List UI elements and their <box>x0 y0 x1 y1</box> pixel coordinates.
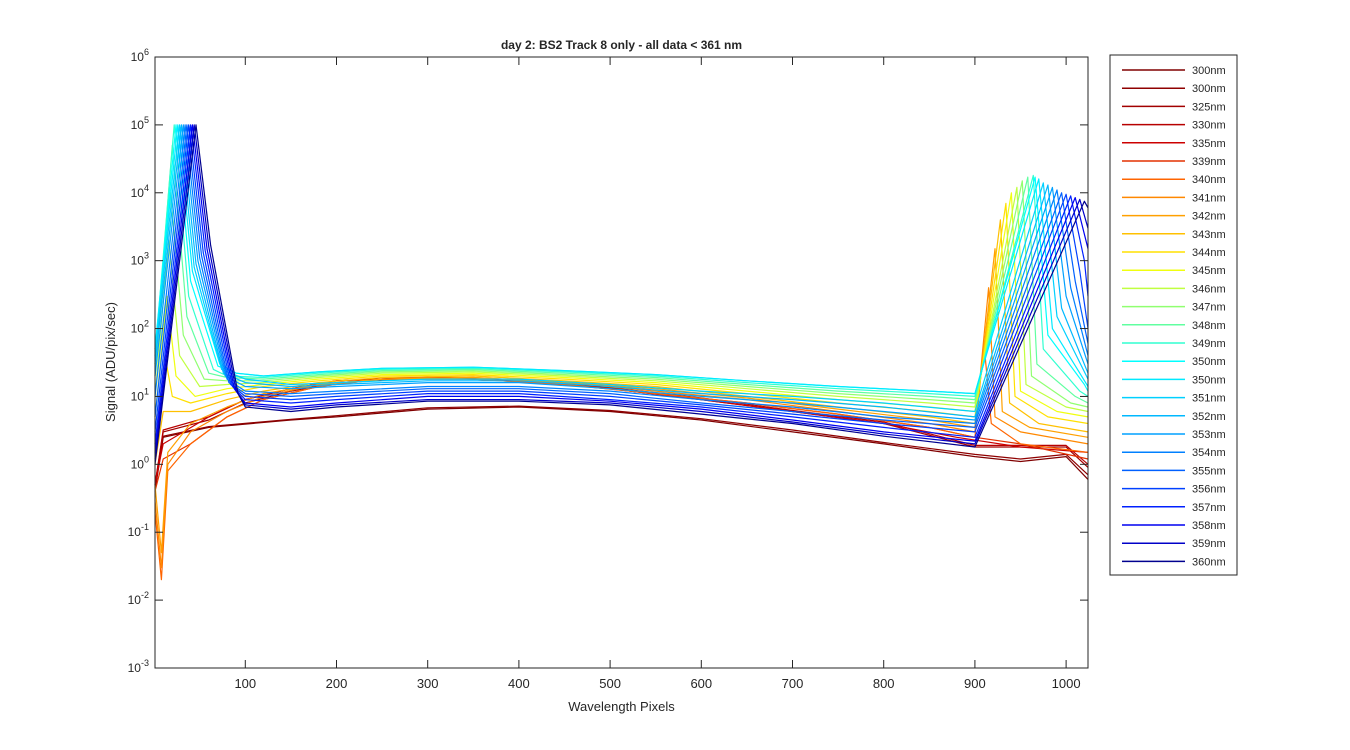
y-tick-label: 10-3 <box>128 658 149 675</box>
legend-label: 350nm <box>1192 356 1226 368</box>
series-line-20 <box>154 124 1089 421</box>
legend-label: 342nm <box>1192 211 1226 223</box>
legend-label: 348nm <box>1192 320 1226 332</box>
series-line-13 <box>154 180 1089 408</box>
series-line-24 <box>154 124 1089 444</box>
legend-label: 325nm <box>1192 101 1226 113</box>
legend-label: 344nm <box>1192 247 1226 259</box>
legend-label: 360nm <box>1192 556 1226 568</box>
y-tick-label: 104 <box>131 183 149 200</box>
y-tick-label: 102 <box>131 319 149 336</box>
series-line-10 <box>154 202 1089 444</box>
y-tick-label: 10-2 <box>128 590 149 607</box>
legend-label: 335nm <box>1192 138 1226 150</box>
series-line-0 <box>154 406 1089 492</box>
x-tick-label: 900 <box>964 676 986 691</box>
legend-label: 330nm <box>1192 120 1226 132</box>
legend-label: 350nm <box>1192 374 1226 386</box>
legend-label: 343nm <box>1192 229 1226 241</box>
series-line-27 <box>154 124 1089 465</box>
legend-label: 339nm <box>1192 156 1226 168</box>
legend-label: 359nm <box>1192 538 1226 550</box>
series-line-25 <box>154 124 1089 453</box>
y-tick-label: 106 <box>131 47 149 64</box>
x-tick-label: 100 <box>234 676 256 691</box>
series-line-12 <box>154 186 1089 413</box>
legend-label: 356nm <box>1192 484 1226 496</box>
y-tick-label: 10-1 <box>128 522 149 539</box>
series-line-26 <box>154 124 1089 460</box>
x-tick-label: 700 <box>782 676 804 691</box>
legend-label: 340nm <box>1192 174 1226 186</box>
series-line-19 <box>154 124 1089 418</box>
axes-box <box>154 56 1089 669</box>
series-line-8 <box>154 248 1089 554</box>
legend-label: 341nm <box>1192 192 1226 204</box>
legend-label: 349nm <box>1192 338 1226 350</box>
legend-label: 357nm <box>1192 502 1226 514</box>
legend-label: 355nm <box>1192 465 1226 477</box>
series-layer <box>154 124 1089 581</box>
legend-label: 346nm <box>1192 283 1226 295</box>
series-line-1 <box>154 405 1089 488</box>
x-tick-label: 600 <box>690 676 712 691</box>
series-line-14 <box>154 144 1089 404</box>
legend-label: 358nm <box>1192 520 1226 532</box>
series-line-15 <box>154 124 1089 397</box>
chart-title: day 2: BS2 Track 8 only - all data < 361… <box>501 38 742 52</box>
x-tick-label: 400 <box>508 676 530 691</box>
x-tick-label: 200 <box>326 676 348 691</box>
x-tick-label: 1000 <box>1052 676 1081 691</box>
legend-label: 353nm <box>1192 429 1226 441</box>
y-tick-label: 101 <box>131 386 149 403</box>
legend-box <box>1109 54 1238 576</box>
legend-label: 347nm <box>1192 302 1226 314</box>
x-tick-label: 500 <box>599 676 621 691</box>
legend-label: 300nm <box>1192 65 1226 77</box>
plot-area <box>155 57 1088 668</box>
series-line-11 <box>154 192 1089 418</box>
x-axis-label: Wavelength Pixels <box>568 699 675 714</box>
series-line-21 <box>154 124 1089 425</box>
series-line-22 <box>154 124 1089 428</box>
y-axis-label: Signal (ADU/pix/sec) <box>103 302 118 422</box>
y-tick-label: 103 <box>131 251 149 268</box>
axes-layer: 100 200 300 400 500 600 700 800 900 1000 10-3 10-2 1… <box>128 47 1089 691</box>
legend-label: 354nm <box>1192 447 1226 459</box>
legend: 300nm 300nm 325nm 330nm 335nm 339nm 340nm 341nm… <box>1122 65 1226 568</box>
x-tick-label: 300 <box>417 676 439 691</box>
y-tick-label: 100 <box>131 454 149 471</box>
legend-label: 352nm <box>1192 411 1226 423</box>
legend-label: 345nm <box>1192 265 1226 277</box>
series-line-18 <box>154 124 1089 413</box>
legend-label: 300nm <box>1192 83 1226 95</box>
legend-label: 351nm <box>1192 393 1226 405</box>
series-line-17 <box>154 124 1089 395</box>
y-tick-label: 105 <box>131 115 149 132</box>
series-line-23 <box>154 124 1089 433</box>
x-tick-label: 800 <box>873 676 895 691</box>
